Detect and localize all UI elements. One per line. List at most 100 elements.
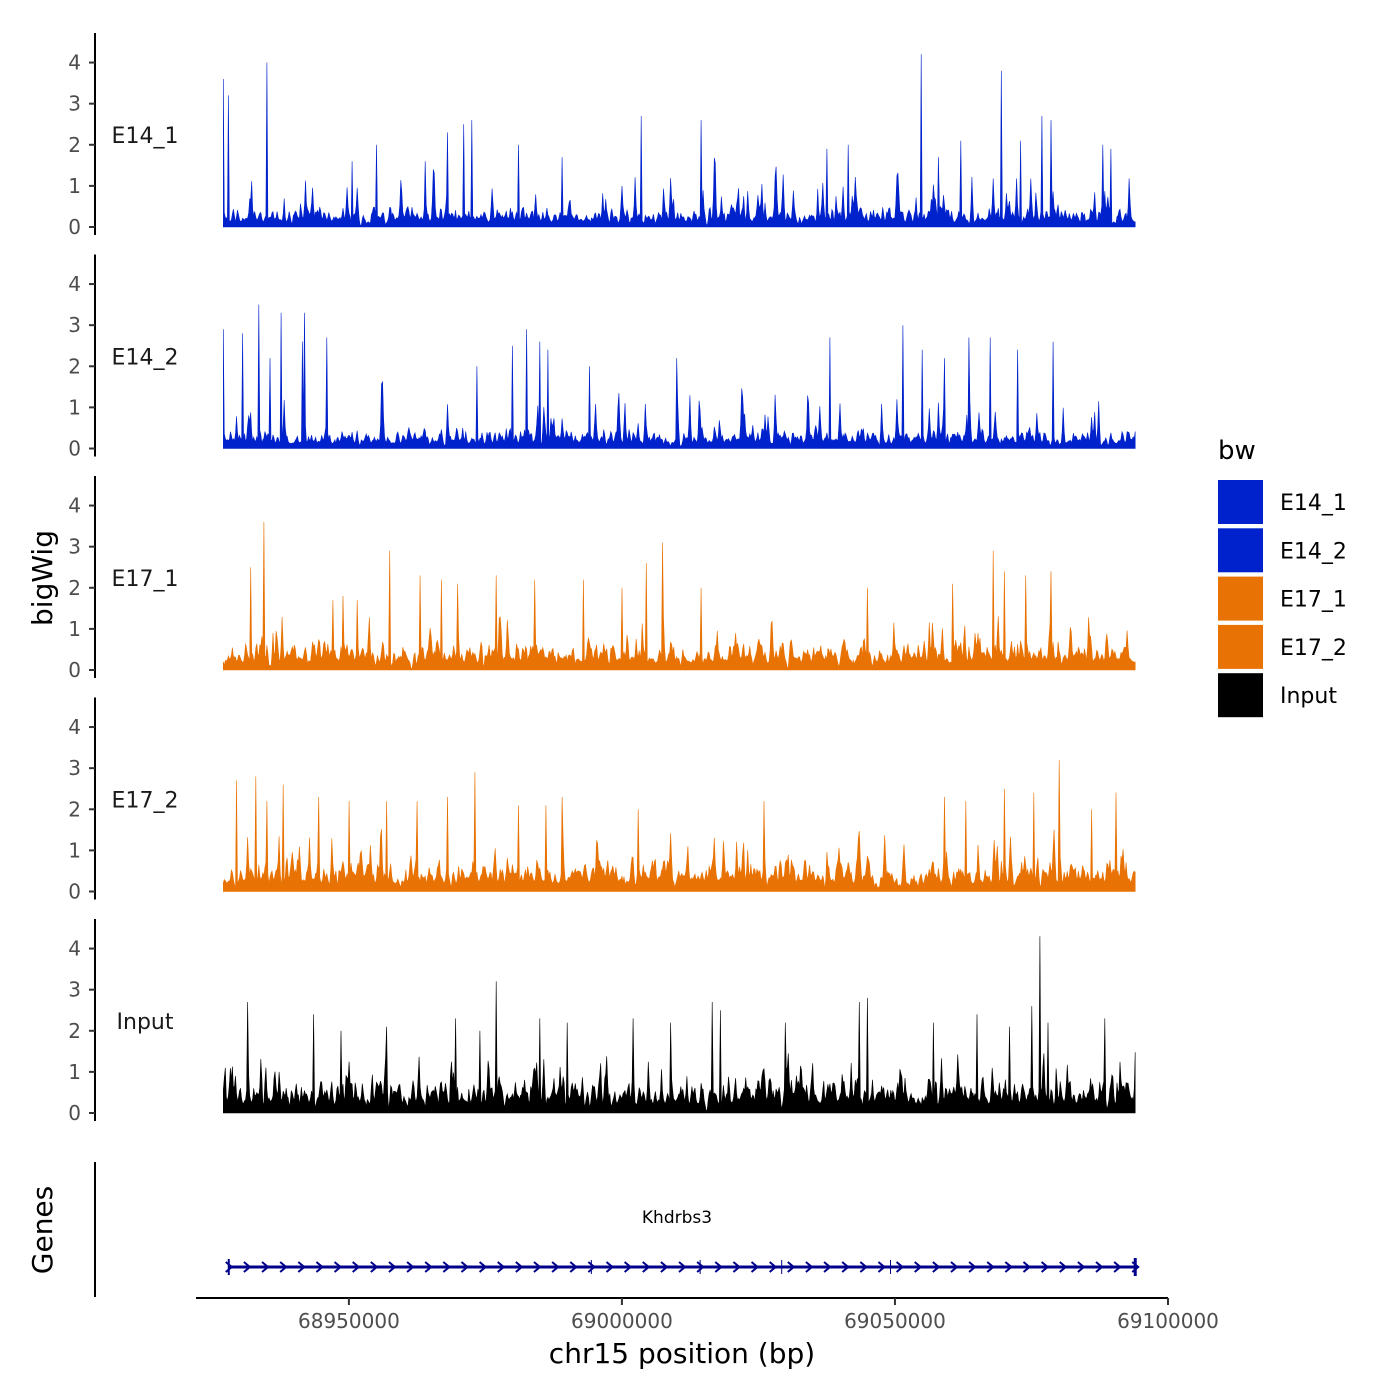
- track-label-e17-1: E17_1: [112, 567, 179, 592]
- x-tick-label: 69000000: [571, 1309, 673, 1333]
- legend-label-e14-2: E14_2: [1280, 539, 1347, 564]
- genes-track-title: Genes: [26, 1186, 59, 1274]
- strand-arrow: [297, 1261, 306, 1273]
- track-label-input: Input: [117, 1010, 174, 1035]
- x-tick-label: 68950000: [298, 1309, 400, 1333]
- strand-arrow: [859, 1261, 868, 1273]
- y-tick-label: 1: [68, 838, 81, 862]
- y-tick-label: 3: [68, 978, 81, 1002]
- y-tick-label: 2: [68, 354, 81, 378]
- y-tick-label: 1: [68, 174, 81, 198]
- strand-arrow: [424, 1261, 433, 1273]
- strand-arrow: [750, 1261, 760, 1273]
- x-tick-label: 69050000: [844, 1309, 946, 1333]
- strand-arrow: [225, 1261, 234, 1273]
- legend-label-e17-2: E17_2: [1280, 636, 1347, 661]
- strand-arrow: [841, 1261, 850, 1273]
- track-e17-2: 0 1 2 3 4 E17_2: [68, 697, 1136, 904]
- x-tick-label: 69100000: [1117, 1309, 1219, 1333]
- coverage-area-input: [223, 936, 1136, 1114]
- strand-arrow: [932, 1261, 941, 1273]
- strand-arrow: [370, 1261, 379, 1273]
- strand-arrow: [623, 1261, 633, 1273]
- y-tick-label: 4: [68, 272, 81, 296]
- legend-title: bw: [1218, 436, 1256, 466]
- y-tick-label: 1: [68, 617, 81, 641]
- strand-arrow: [478, 1261, 488, 1273]
- strand-arrow: [1095, 1261, 1104, 1273]
- strand-arrow: [769, 1261, 778, 1273]
- track-e14-2: 0 1 2 3 4 E14_2: [68, 254, 1136, 461]
- strand-arrow: [515, 1261, 524, 1273]
- y-tick-label: 0: [68, 215, 81, 239]
- coverage-area-e17-1: [223, 521, 1136, 671]
- strand-arrow: [569, 1261, 578, 1273]
- y-tick-label: 4: [68, 51, 81, 75]
- strand-arrow: [605, 1261, 615, 1273]
- y-tick-label: 2: [68, 576, 81, 600]
- y-tick-label: 1: [68, 395, 81, 419]
- coverage-tracks: 0 1 2 3 4 E14_1 0 1 2 3 4 E14_2 0 1 2 3 4 E17_1 0 1 2 3 4 E17_2…: [68, 33, 1136, 1125]
- y-tick-label: 3: [68, 313, 81, 337]
- track-label-e14-1: E14_1: [112, 124, 179, 149]
- strand-arrow: [533, 1261, 542, 1273]
- legend: bw E14_1 E14_2 E17_1 E17_2 Input: [1218, 436, 1347, 718]
- strand-arrow: [968, 1261, 977, 1273]
- strand-arrow: [805, 1261, 814, 1273]
- coverage-area-e14-1: [223, 54, 1136, 228]
- strand-arrow: [551, 1261, 560, 1273]
- legend-key-e14-1: [1218, 480, 1263, 524]
- strand-arrow: [823, 1261, 832, 1273]
- strand-arrow: [1059, 1261, 1068, 1273]
- y-tick-label: 1: [68, 1060, 81, 1084]
- coverage-area-e17-2: [223, 759, 1136, 892]
- gene-label: Khdrbs3: [642, 1208, 712, 1228]
- strand-arrow: [352, 1261, 361, 1273]
- strand-arrow: [315, 1261, 324, 1273]
- y-tick-label: 0: [68, 1101, 81, 1125]
- y-axis-title: bigWig: [26, 530, 59, 626]
- strand-arrow: [261, 1261, 270, 1273]
- strand-arrow: [1077, 1261, 1086, 1273]
- x-axis-title: chr15 position (bp): [549, 1337, 815, 1370]
- track-input: 0 1 2 3 4 Input: [68, 919, 1136, 1125]
- strand-arrow: [714, 1261, 723, 1273]
- strand-arrow: [642, 1261, 651, 1273]
- x-axis: 68950000 69000000 69050000 69100000: [196, 1297, 1219, 1333]
- legend-label-e17-1: E17_1: [1280, 588, 1347, 613]
- strand-arrow: [388, 1261, 397, 1273]
- track-e17-1: 0 1 2 3 4 E17_1: [68, 476, 1136, 682]
- strand-arrow: [1131, 1261, 1140, 1273]
- strand-arrow: [678, 1261, 687, 1273]
- track-e14-1: 0 1 2 3 4 E14_1: [68, 33, 1136, 239]
- y-tick-label: 0: [68, 437, 81, 461]
- strand-arrow: [950, 1261, 959, 1273]
- legend-key-input: [1218, 673, 1263, 718]
- strand-arrow: [243, 1261, 252, 1273]
- legend-key-e17-1: [1218, 576, 1263, 621]
- strand-arrow: [895, 1261, 905, 1273]
- strand-arrow: [1040, 1261, 1050, 1273]
- strand-arrow: [460, 1261, 470, 1273]
- legend-key-e17-2: [1218, 624, 1263, 669]
- strand-arrow: [986, 1261, 995, 1273]
- legend-label-e14-1: E14_1: [1280, 491, 1347, 516]
- y-tick-label: 4: [68, 937, 81, 961]
- strand-arrow: [1113, 1261, 1122, 1273]
- strand-arrow: [732, 1261, 741, 1273]
- y-tick-label: 3: [68, 92, 81, 116]
- y-tick-label: 2: [68, 133, 81, 157]
- track-label-e17-2: E17_2: [112, 789, 179, 814]
- y-tick-label: 3: [68, 756, 81, 780]
- strand-arrow: [1022, 1261, 1032, 1273]
- genes-track: Khdrbs3: [94, 1162, 1140, 1297]
- coverage-area-e14-2: [223, 304, 1136, 449]
- strand-arrow: [1004, 1261, 1013, 1273]
- strand-arrow: [660, 1261, 669, 1273]
- strand-arrow: [877, 1261, 886, 1273]
- y-tick-label: 2: [68, 797, 81, 821]
- legend-label-input: Input: [1280, 684, 1337, 709]
- strand-arrow: [914, 1261, 923, 1273]
- y-tick-label: 3: [68, 535, 81, 559]
